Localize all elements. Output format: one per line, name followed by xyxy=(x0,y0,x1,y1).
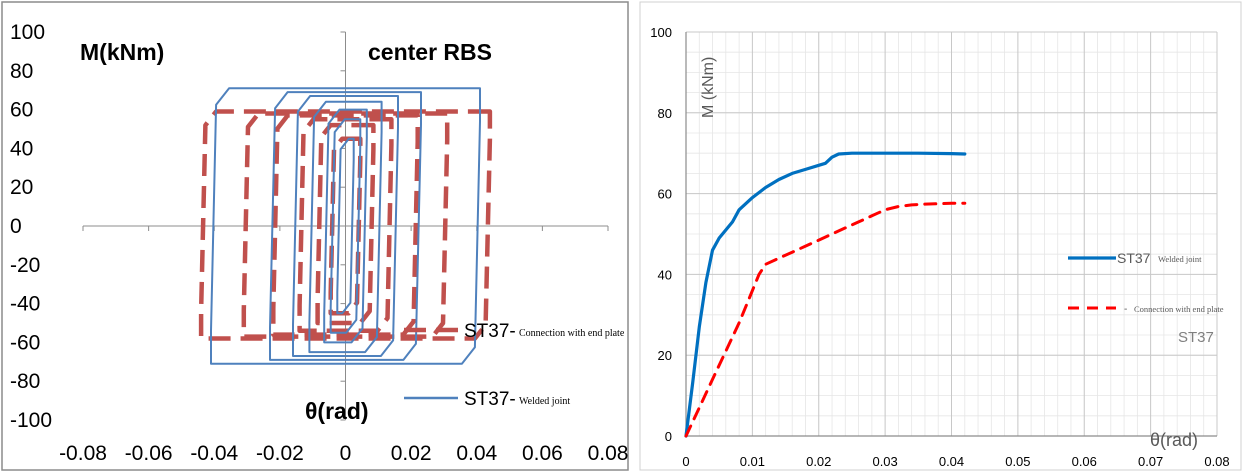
left-x-tick-label: 0 xyxy=(340,442,352,465)
left-series-welded-loop xyxy=(292,95,399,357)
left-series-welded-loop xyxy=(336,137,355,315)
right-x-tick-label: 0.05 xyxy=(1005,454,1030,469)
left-legend-welded-name: ST37- xyxy=(464,389,516,410)
left-legend-end-plate-name: ST37- xyxy=(464,321,516,342)
right-series-welded-line xyxy=(684,151,967,438)
right-x-tick-label: 0.06 xyxy=(1072,454,1097,469)
left-y-tick-label: 20 xyxy=(10,176,33,199)
left-y-tick-label: 60 xyxy=(10,99,33,122)
left-y-tick-label: -100 xyxy=(10,409,52,432)
right-y-tick-label: 100 xyxy=(650,25,672,40)
right-y-tick-label: 0 xyxy=(665,429,672,444)
right-y-tick-label: 20 xyxy=(658,348,672,363)
left-series-welded-loop xyxy=(308,100,383,354)
left-y-tick-label: 0 xyxy=(10,215,22,238)
right-xlabel: θ(rad) xyxy=(1150,430,1198,450)
right-x-tick-label: 0.04 xyxy=(939,454,964,469)
right-y-tick-label: 60 xyxy=(658,187,672,202)
right-x-tick-label: 0.02 xyxy=(806,454,831,469)
left-y-tick-label: -80 xyxy=(10,370,40,393)
right-series-end-plate-line xyxy=(684,201,967,438)
left-x-tick-label: -0.04 xyxy=(190,442,238,465)
right-legend-welded-name: ST37 xyxy=(1117,250,1151,266)
left-chart: -0.08 -0.06 -0.04 -0.02 0 0.02 0.04 0.06 0.08 100… xyxy=(10,21,628,465)
left-series-end-plate-loop xyxy=(271,113,420,337)
left-x-tick-label: 0.02 xyxy=(391,442,432,465)
left-y-tick-label: 80 xyxy=(10,60,33,83)
left-y-tick-label: 40 xyxy=(10,137,33,160)
right-legend-welded-suffix: Welded joint xyxy=(1158,254,1202,264)
left-x-tick-label: 0.08 xyxy=(588,442,629,465)
left-x-tick-label: -0.02 xyxy=(256,442,304,465)
left-x-tick-label: 0.04 xyxy=(456,442,497,465)
left-y-tick-label: -20 xyxy=(10,254,40,277)
left-y-tick-label: 100 xyxy=(10,21,45,44)
right-y-tick-label: 40 xyxy=(658,267,672,282)
right-x-tick-label: 0.01 xyxy=(740,454,765,469)
right-ylabel: M (kNm) xyxy=(700,57,717,118)
left-legend-welded-suffix: Welded joint xyxy=(519,396,570,407)
left-xlabel: θ(rad) xyxy=(305,398,369,424)
left-series-welded-loop xyxy=(210,87,481,365)
left-ylabel: M(kNm) xyxy=(80,39,164,65)
right-x-tick-label: 0.03 xyxy=(872,454,897,469)
right-x-tick-label: 0 xyxy=(682,454,689,469)
right-chart: 0 0.01 0.02 0.03 0.04 0.05 0.06 0.07 0.08 0 20 40 60… xyxy=(650,25,1229,469)
left-title: center RBS xyxy=(368,39,492,65)
right-annotation: ST37 xyxy=(1178,329,1214,346)
left-series-welded-loop xyxy=(329,118,362,334)
right-legend-end-plate-suffix: Connection with end plate xyxy=(1134,304,1224,314)
left-x-tick-label: -0.08 xyxy=(59,442,107,465)
left-y-tick-label: -40 xyxy=(10,293,40,316)
right-x-tick-label: 0.07 xyxy=(1138,454,1163,469)
left-chart-frame xyxy=(1,1,629,471)
right-chart-frame xyxy=(639,1,1242,471)
left-series-welded-loop xyxy=(269,91,422,361)
left-series-end-plate-loop xyxy=(297,117,394,334)
right-legend-end-plate-hyphen-icon: - xyxy=(1124,304,1127,315)
left-series-welded-loop xyxy=(323,108,368,344)
right-y-tick-label: 80 xyxy=(658,106,672,121)
right-x-tick-label: 0.08 xyxy=(1204,454,1229,469)
left-x-tick-label: 0.06 xyxy=(522,442,563,465)
left-x-tick-label: -0.06 xyxy=(125,442,173,465)
left-legend-end-plate-suffix: Connection with end plate xyxy=(519,328,625,339)
left-y-tick-label: -60 xyxy=(10,331,40,354)
left-series-end-plate-loop xyxy=(241,111,450,339)
